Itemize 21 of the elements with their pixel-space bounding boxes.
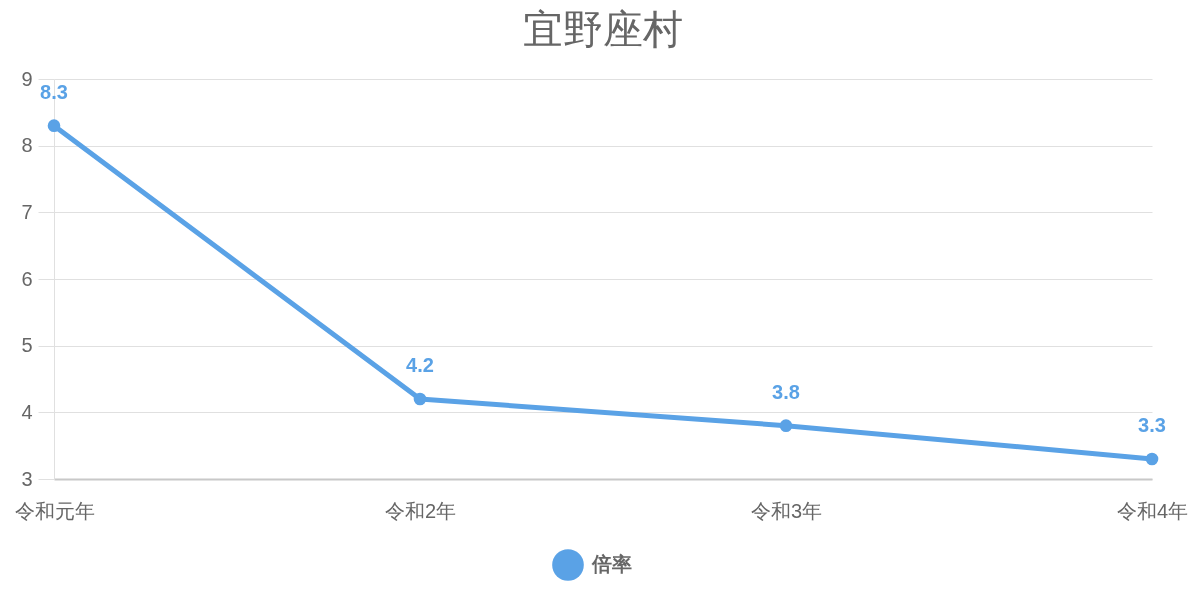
data-label: 3.3 xyxy=(1138,414,1166,436)
y-tick-label: 6 xyxy=(21,267,33,290)
data-label: 4.2 xyxy=(406,354,434,376)
x-tick-label: 令和元年 xyxy=(14,499,95,522)
x-tick-label: 令和3年 xyxy=(750,499,823,522)
point xyxy=(779,419,793,432)
chart-title: 宜野座村 xyxy=(523,7,683,51)
y-tick-label: 3 xyxy=(21,467,33,490)
y-tick-label: 9 xyxy=(21,67,33,90)
legend-label: 倍率 xyxy=(591,553,632,575)
y-tick-label: 7 xyxy=(21,200,33,223)
x-tick-label: 令和4年 xyxy=(1116,499,1189,522)
point xyxy=(47,119,61,132)
y-tick-label: 5 xyxy=(21,334,33,357)
x-tick-label: 令和2年 xyxy=(384,499,457,522)
data-label: 8.3 xyxy=(40,80,68,103)
point xyxy=(413,392,427,406)
point xyxy=(1145,452,1159,466)
y-tick-label: 8 xyxy=(21,134,33,157)
y-tick-label: 4 xyxy=(21,400,33,423)
data-label: 3.8 xyxy=(772,380,800,403)
